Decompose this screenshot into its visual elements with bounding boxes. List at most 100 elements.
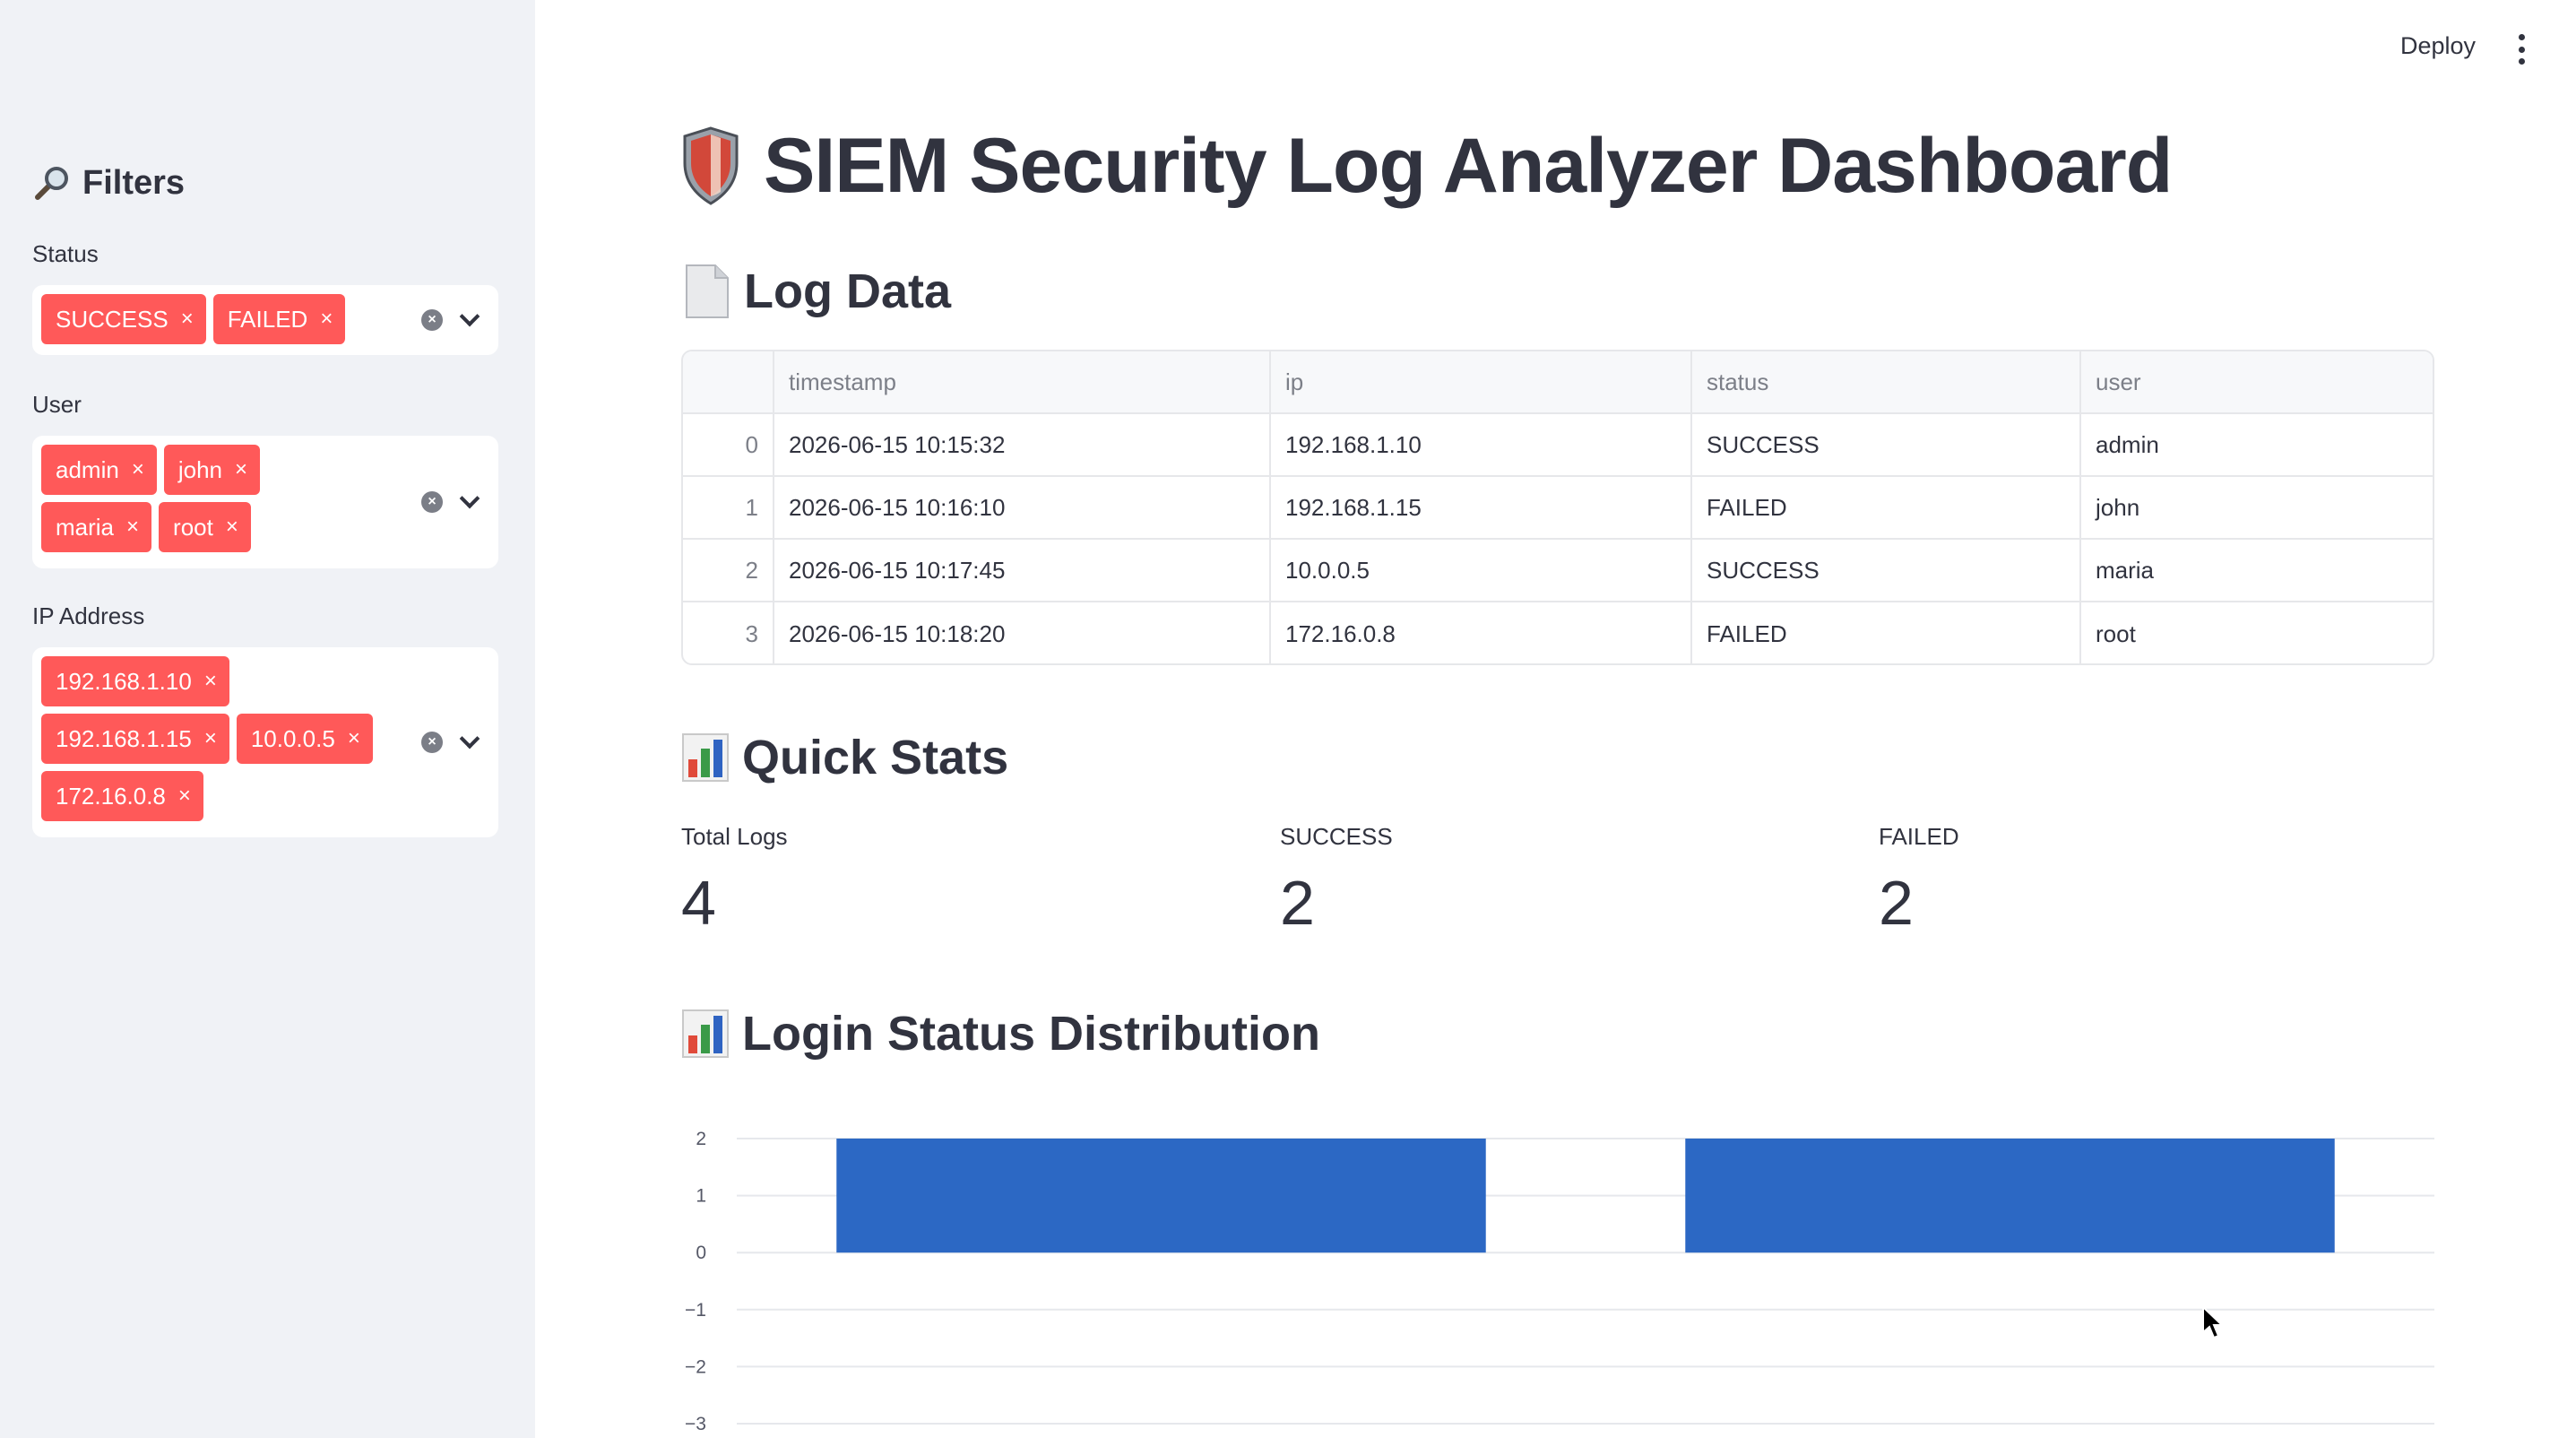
y-tick-label: 1	[696, 1186, 706, 1207]
ip-chip[interactable]: 172.16.0.8 ×	[41, 771, 203, 821]
chevron-down-icon[interactable]	[459, 728, 480, 749]
chevron-down-icon[interactable]	[459, 306, 480, 327]
log-data-title: Log Data	[744, 264, 952, 318]
status-chip[interactable]: SUCCESS ×	[41, 294, 206, 344]
chip-remove-icon[interactable]: ×	[203, 669, 217, 693]
user-chip[interactable]: admin ×	[41, 445, 157, 495]
chip-label: john	[177, 455, 222, 483]
status-chip-list: SUCCESS × FAILED ×	[41, 294, 400, 344]
ip-multiselect[interactable]: 192.168.1.10 × 192.168.1.15 × 10.0.0.5 × 17…	[32, 647, 498, 837]
status-cell[interactable]: FAILED	[1692, 602, 2081, 663]
ip-chip[interactable]: 192.168.1.15 ×	[41, 714, 229, 764]
ip-cell[interactable]: 192.168.1.15	[1271, 477, 1692, 538]
chip-remove-icon[interactable]: ×	[347, 726, 360, 750]
user-multiselect[interactable]: admin × john × maria × root × ×	[32, 436, 498, 568]
y-tick-label: 0	[696, 1243, 706, 1263]
row-index: 0	[683, 414, 774, 475]
user-cell[interactable]: admin	[2096, 430, 2159, 458]
chevron-down-icon[interactable]	[459, 488, 480, 509]
y-tick-label: −2	[685, 1356, 706, 1377]
chip-label: 172.16.0.8	[56, 782, 166, 810]
user-cell[interactable]: root	[2096, 619, 2136, 647]
row-index: 3	[683, 602, 774, 663]
ip-chip[interactable]: 192.168.1.10 ×	[41, 656, 229, 706]
log-data-table[interactable]: timestamp ip status user 0 2026-06-15 10…	[681, 350, 2434, 665]
chip-wrap-spacer	[237, 656, 416, 706]
chart-bar-failed[interactable]	[1685, 1139, 2335, 1253]
ip-filter-label: IP Address	[32, 602, 145, 629]
status-distribution-heading: Login Status Distribution	[681, 1002, 1320, 1065]
ip-cell[interactable]: 192.168.1.10	[1271, 414, 1692, 475]
chip-label: SUCCESS	[56, 305, 169, 333]
login-status-bar-chart[interactable]: 2 1 0 −1 −2 −3	[681, 1108, 2438, 1438]
timestamp-cell[interactable]: 2026-06-15 10:18:20	[774, 602, 1271, 663]
user-controls: ×	[421, 436, 480, 568]
status-cell[interactable]: SUCCESS	[1692, 414, 2081, 475]
timestamp-cell[interactable]: 2026-06-15 10:16:10	[774, 477, 1271, 538]
table-row: 0 2026-06-15 10:15:32 192.168.1.10 SUCCE…	[683, 414, 2433, 477]
table-header-row: timestamp ip status user	[683, 351, 2433, 414]
page-title: SIEM Security Log Analyzer Dashboard	[681, 117, 2173, 215]
status-cell[interactable]: FAILED	[1692, 477, 2081, 538]
column-header-status[interactable]: status	[1692, 351, 2081, 412]
quick-stats-title: Quick Stats	[742, 731, 1009, 784]
metric-value: 2	[1879, 868, 1914, 938]
table-row: 2 2026-06-15 10:17:45 10.0.0.5 SUCCESS m…	[683, 540, 2433, 602]
chip-label: root	[173, 513, 213, 541]
magnifier-icon	[35, 167, 68, 200]
chip-remove-icon[interactable]: ×	[203, 726, 217, 750]
metric-value: 4	[681, 868, 716, 938]
y-tick-label: 2	[696, 1129, 706, 1149]
chip-remove-icon[interactable]: ×	[131, 457, 144, 481]
row-index: 1	[683, 477, 774, 538]
deploy-button[interactable]: Deploy	[2400, 32, 2477, 59]
metric-label: SUCCESS	[1280, 823, 1393, 850]
status-multiselect[interactable]: SUCCESS × FAILED × ×	[32, 285, 498, 355]
user-cell[interactable]: maria	[2096, 556, 2155, 584]
y-tick-label: −3	[685, 1414, 706, 1434]
status-chip[interactable]: FAILED ×	[212, 294, 346, 344]
user-cell[interactable]: john	[2096, 493, 2140, 521]
metric-label: Total Logs	[681, 823, 788, 850]
column-header-ip[interactable]: ip	[1271, 351, 1692, 412]
column-header-user[interactable]: user	[2096, 368, 2141, 395]
chip-label: 192.168.1.15	[56, 724, 192, 752]
document-icon	[686, 264, 729, 318]
timestamp-cell[interactable]: 2026-06-15 10:15:32	[774, 414, 1271, 475]
user-chip[interactable]: john ×	[163, 445, 261, 495]
chip-label: 192.168.1.10	[56, 667, 192, 695]
user-chip[interactable]: maria ×	[41, 502, 152, 552]
status-filter-label: Status	[32, 240, 99, 267]
timestamp-cell[interactable]: 2026-06-15 10:17:45	[774, 540, 1271, 601]
main-menu-icon[interactable]	[2517, 34, 2526, 65]
chip-remove-icon[interactable]: ×	[180, 307, 194, 331]
filters-title: Filters	[82, 163, 186, 202]
status-cell[interactable]: SUCCESS	[1692, 540, 2081, 601]
chip-remove-icon[interactable]: ×	[177, 784, 191, 808]
ip-chip[interactable]: 10.0.0.5 ×	[236, 714, 373, 764]
chip-label: FAILED	[227, 305, 308, 333]
chip-remove-icon[interactable]: ×	[320, 307, 333, 331]
ip-chip-list: 192.168.1.10 × 192.168.1.15 × 10.0.0.5 × 17…	[41, 656, 418, 821]
ip-cell[interactable]: 172.16.0.8	[1271, 602, 1692, 663]
shield-icon	[683, 126, 739, 205]
clear-all-icon[interactable]: ×	[421, 309, 443, 331]
ip-cell[interactable]: 10.0.0.5	[1271, 540, 1692, 601]
clear-all-icon[interactable]: ×	[421, 491, 443, 513]
table-row: 1 2026-06-15 10:16:10 192.168.1.15 FAILE…	[683, 477, 2433, 540]
chip-remove-icon[interactable]: ×	[235, 457, 248, 481]
clear-all-icon[interactable]: ×	[421, 732, 443, 753]
user-chip[interactable]: root ×	[159, 502, 251, 552]
bar-chart-icon	[682, 1009, 729, 1058]
chip-remove-icon[interactable]: ×	[126, 515, 140, 539]
metric-failed: FAILED 2	[1879, 823, 1959, 939]
metric-success: SUCCESS 2	[1280, 823, 1393, 939]
log-data-heading: Log Data	[681, 260, 951, 323]
chart-bar-success[interactable]	[836, 1139, 1486, 1253]
filters-heading: Filters	[32, 158, 185, 208]
metric-total-logs: Total Logs 4	[681, 823, 788, 939]
sidebar: Filters Status SUCCESS × FAILED × × User a…	[0, 0, 535, 1438]
chip-remove-icon[interactable]: ×	[225, 515, 238, 539]
user-filter-label: User	[32, 391, 82, 418]
column-header-timestamp[interactable]: timestamp	[774, 351, 1271, 412]
